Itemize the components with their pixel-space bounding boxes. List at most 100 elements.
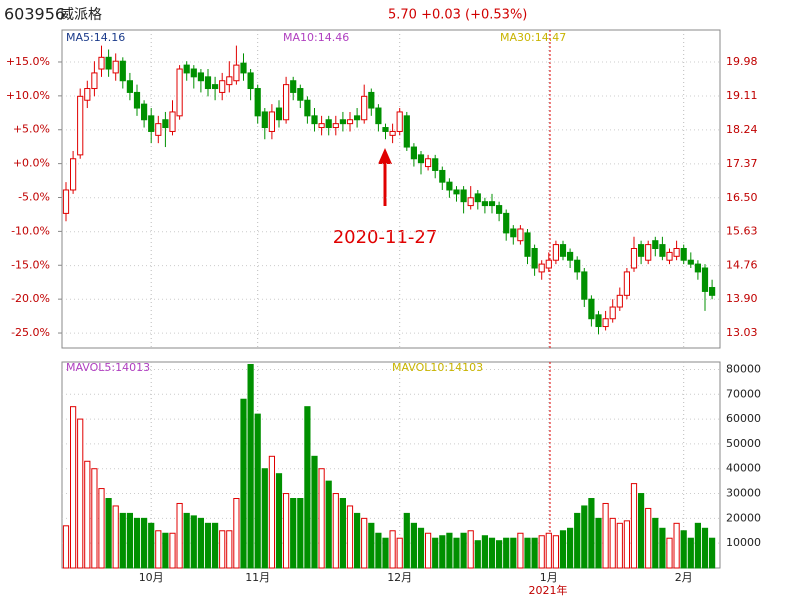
candle-body <box>169 111 176 132</box>
volume-bar <box>62 525 70 569</box>
volume-bar <box>630 483 638 569</box>
volume-bar <box>133 517 141 569</box>
candle-body <box>701 267 709 292</box>
candle-body <box>574 259 581 273</box>
volume-bar <box>680 530 687 569</box>
volume-bar <box>119 512 126 569</box>
volume-bar <box>460 532 467 569</box>
y2-tick-label: +10.0% <box>6 89 50 102</box>
stock-name: 威派格 <box>60 7 102 23</box>
volume-bar <box>439 535 446 569</box>
y-tick-label: 20000 <box>726 511 761 524</box>
candle-body <box>623 271 630 296</box>
volume-bar <box>219 530 226 569</box>
candle-body <box>268 111 275 132</box>
y-tick-label: 15.63 <box>726 225 758 238</box>
annotation: 2020-11-27 <box>333 227 438 248</box>
candle-body <box>368 91 375 109</box>
volume-bar <box>98 488 105 569</box>
candle-body <box>98 56 105 70</box>
volume-bar <box>602 502 609 569</box>
volume-bar <box>467 530 474 569</box>
volume-bar <box>176 502 183 569</box>
volume-bar <box>141 517 148 569</box>
volume-bar <box>105 498 112 569</box>
y-tick-label: 17.37 <box>726 157 758 170</box>
y-tick-label: 10000 <box>726 536 761 549</box>
volume-bar <box>197 517 205 569</box>
y-tick-label: 50000 <box>726 437 761 450</box>
y2-tick-label: -20.0% <box>11 292 50 305</box>
volume-bar <box>588 498 595 569</box>
y-tick-label: 80000 <box>726 362 761 375</box>
volume-bar <box>70 406 77 569</box>
volume-bar <box>368 522 375 569</box>
candle-body <box>325 119 332 129</box>
candle-body <box>545 259 552 269</box>
candle-body <box>190 68 197 78</box>
ma-label: MA5:14.16 <box>66 31 125 44</box>
volume-bar <box>545 532 552 569</box>
volume-bar <box>226 530 233 569</box>
candle-body <box>694 263 701 273</box>
volume-bar <box>169 532 176 569</box>
candle-body <box>609 306 616 320</box>
volume-bar <box>517 532 524 569</box>
candle-body <box>410 146 417 160</box>
volume-bar <box>84 460 91 569</box>
volume-bar <box>346 505 354 569</box>
candle-body <box>354 115 361 121</box>
candle-body <box>162 119 169 129</box>
candle-body <box>105 56 112 70</box>
annotation-arrowhead <box>378 148 392 164</box>
volume-bar <box>645 507 652 569</box>
volume-bar <box>524 537 531 569</box>
candle-body <box>70 158 77 191</box>
volume-bar <box>652 517 659 569</box>
volume-bar <box>354 512 361 569</box>
candle-body <box>467 197 474 207</box>
candle-body <box>261 111 268 129</box>
y-tick-label: 14.76 <box>726 259 758 272</box>
volume-bar <box>581 505 588 569</box>
candle-body <box>382 127 389 132</box>
volume-bar <box>318 468 325 569</box>
ma-label: MAVOL5:14013 <box>66 361 150 374</box>
x-tick-label: 12月 <box>387 571 412 584</box>
candle-body <box>559 244 567 257</box>
candle-body <box>503 212 510 234</box>
volume-bar <box>552 535 559 569</box>
volume-bar <box>531 537 538 569</box>
quote: 5.70 +0.03 (+0.53%) <box>388 8 527 23</box>
candle-body <box>339 119 346 125</box>
candle-body <box>212 84 219 90</box>
candle-body <box>425 158 432 168</box>
volume-bar <box>474 540 481 569</box>
x-tick-label: 1月 <box>540 571 558 584</box>
y2-tick-label: -10.0% <box>11 224 50 237</box>
volume-bar <box>609 517 616 569</box>
candle-body <box>659 244 666 257</box>
candle-body <box>304 99 311 117</box>
candle-body <box>517 228 524 242</box>
candle-body <box>496 205 503 214</box>
candle-body <box>396 111 403 132</box>
y-tick-label: 16.50 <box>726 191 758 204</box>
volume-bar <box>510 537 517 569</box>
x-tick-label: 11月 <box>245 571 270 584</box>
candle-body <box>226 76 233 86</box>
volume-bar <box>623 520 630 569</box>
y-tick-label: 40000 <box>726 462 761 475</box>
candle-body <box>183 64 190 74</box>
y2-tick-label: +0.0% <box>13 157 50 170</box>
volume-bar <box>595 517 602 569</box>
candle-body <box>148 115 155 132</box>
candle-body <box>439 169 446 183</box>
volume-bar <box>268 455 275 569</box>
x-tick-label: 10月 <box>139 571 164 584</box>
volume-bar <box>403 512 410 569</box>
volume-bar <box>503 537 510 569</box>
candle-body <box>91 72 98 90</box>
volume-bar <box>687 537 694 569</box>
volume-bar <box>481 535 488 569</box>
